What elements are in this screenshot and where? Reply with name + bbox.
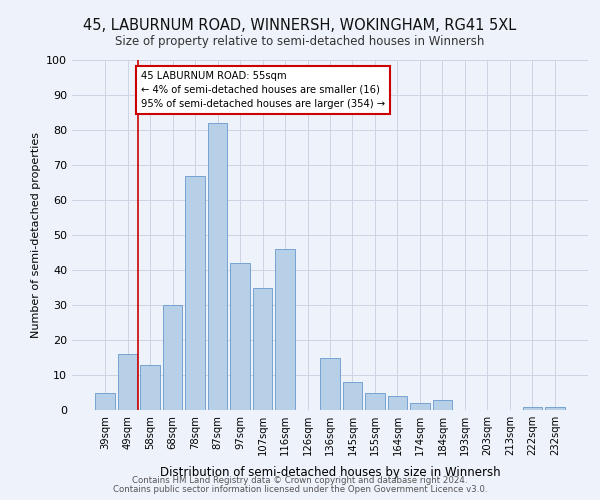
Text: Contains public sector information licensed under the Open Government Licence v3: Contains public sector information licen… <box>113 485 487 494</box>
Bar <box>140 364 160 410</box>
Bar <box>95 392 115 410</box>
Bar <box>343 382 362 410</box>
Bar <box>163 305 182 410</box>
Bar <box>410 403 430 410</box>
Bar <box>388 396 407 410</box>
Bar <box>365 392 385 410</box>
Bar <box>118 354 137 410</box>
Bar <box>523 406 542 410</box>
Bar <box>433 400 452 410</box>
X-axis label: Distribution of semi-detached houses by size in Winnersh: Distribution of semi-detached houses by … <box>160 466 500 479</box>
Text: Contains HM Land Registry data © Crown copyright and database right 2024.: Contains HM Land Registry data © Crown c… <box>132 476 468 485</box>
Bar <box>253 288 272 410</box>
Bar <box>208 123 227 410</box>
Bar <box>545 406 565 410</box>
Bar <box>320 358 340 410</box>
Text: 45, LABURNUM ROAD, WINNERSH, WOKINGHAM, RG41 5XL: 45, LABURNUM ROAD, WINNERSH, WOKINGHAM, … <box>83 18 517 32</box>
Y-axis label: Number of semi-detached properties: Number of semi-detached properties <box>31 132 41 338</box>
Bar <box>185 176 205 410</box>
Bar <box>230 263 250 410</box>
Bar <box>275 249 295 410</box>
Text: 45 LABURNUM ROAD: 55sqm
← 4% of semi-detached houses are smaller (16)
95% of sem: 45 LABURNUM ROAD: 55sqm ← 4% of semi-det… <box>141 70 385 108</box>
Text: Size of property relative to semi-detached houses in Winnersh: Size of property relative to semi-detach… <box>115 35 485 48</box>
